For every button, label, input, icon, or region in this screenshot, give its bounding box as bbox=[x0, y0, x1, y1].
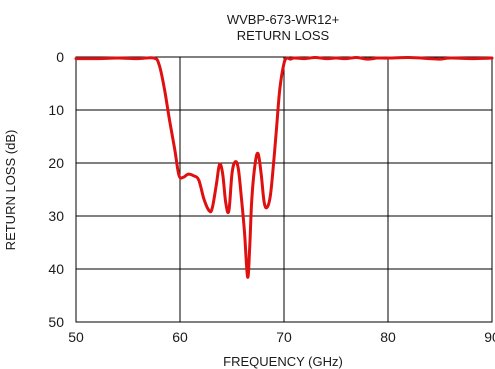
y-tick-label: 20 bbox=[48, 155, 64, 171]
x-tick-label: 70 bbox=[276, 329, 292, 345]
return-loss-line bbox=[74, 56, 494, 279]
grid bbox=[75, 56, 493, 323]
data-layer bbox=[74, 56, 494, 279]
x-tick-label: 60 bbox=[172, 329, 188, 345]
y-tick-label: 40 bbox=[48, 261, 64, 277]
chart-title: WVBP-673-WR12+ bbox=[227, 12, 339, 27]
y-tick-label: 0 bbox=[56, 49, 64, 65]
x-tick-label: 50 bbox=[68, 329, 84, 345]
y-tick-label: 50 bbox=[48, 314, 64, 330]
y-tick-label: 30 bbox=[48, 208, 64, 224]
y-tick-labels: 0 10 20 30 40 50 bbox=[48, 49, 64, 330]
x-tick-labels: 50 60 70 80 90 bbox=[68, 329, 495, 345]
y-axis-title: RETURN LOSS (dB) bbox=[3, 130, 18, 251]
chart-subtitle: RETURN LOSS bbox=[237, 28, 330, 43]
plot-frame bbox=[75, 56, 493, 323]
y-tick-label: 10 bbox=[48, 102, 64, 118]
x-tick-label: 80 bbox=[380, 329, 396, 345]
x-tick-label: 90 bbox=[484, 329, 495, 345]
x-axis-title: FREQUENCY (GHz) bbox=[223, 354, 343, 369]
